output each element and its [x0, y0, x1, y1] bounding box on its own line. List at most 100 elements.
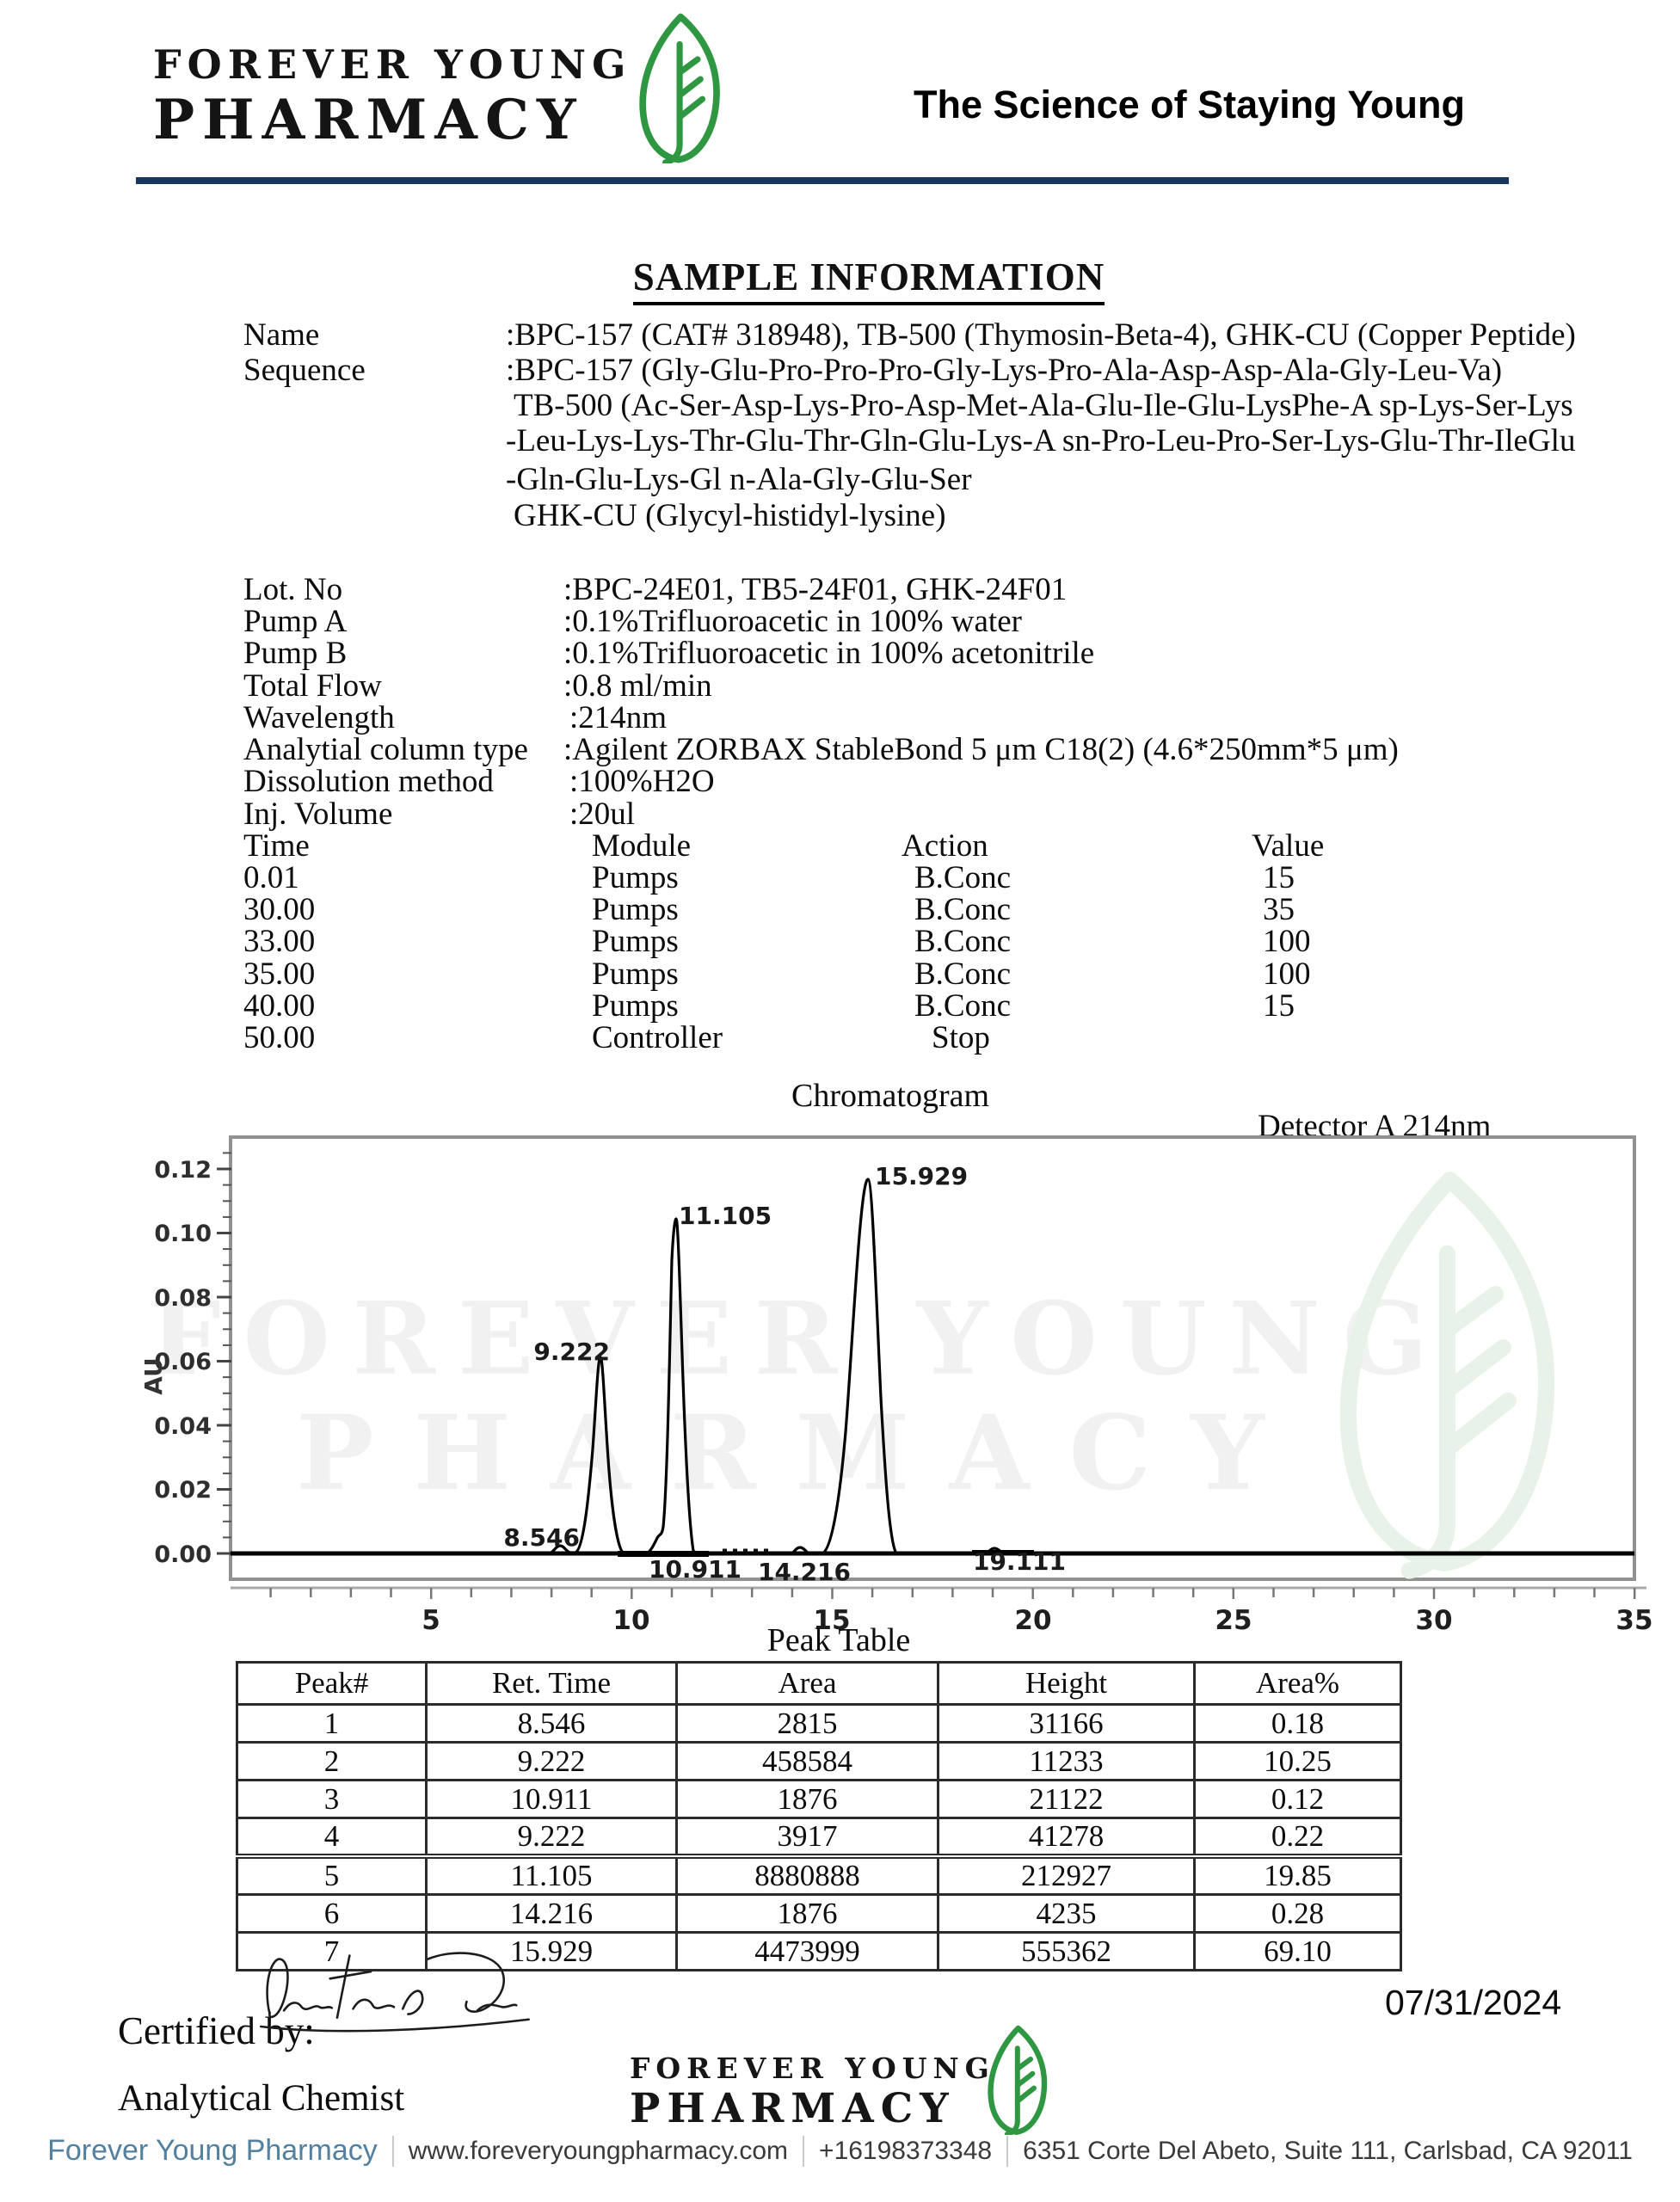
peak-label: 19.111	[973, 1547, 1066, 1576]
x-tick-label: 25	[1215, 1605, 1252, 1636]
param-value: :BPC-24E01, TB5-24F01, GHK-24F01	[563, 572, 1068, 607]
name-label: Name	[243, 317, 320, 353]
program-cell: 35.00	[243, 956, 316, 992]
peak-cell: 2	[236, 1741, 428, 1781]
param-value: :0.1%Trifluoroacetic in 100% acetonitril…	[563, 636, 1095, 671]
watermark-text-line2: PHARMACY	[296, 1393, 1304, 1514]
footer-phone: +16198373348	[819, 2136, 993, 2165]
table-row: 3 10.911 1876 21122 0.12	[236, 1779, 1402, 1819]
brand-line2: PHARMACY	[153, 88, 584, 152]
peak-label: 15.929	[875, 1162, 968, 1190]
program-cell: Controller	[592, 1020, 723, 1055]
table-row: 7 15.929 4473999 555362 69.10	[236, 1931, 1402, 1971]
y-axis-labels: 0.00 0.02 0.04 0.06 0.08 0.10 0.12	[154, 1157, 212, 1568]
peak-cell: 11233	[937, 1741, 1196, 1781]
program-row: 0.01 Pumps B.Conc 15	[243, 859, 1448, 895]
peak-table-heading: Peak Table	[215, 1621, 1462, 1659]
footer-separator	[1006, 2135, 1009, 2167]
peak-cell: 15.929	[425, 1931, 678, 1971]
peak-cell: 10.25	[1193, 1741, 1402, 1781]
peak-cell: 4	[236, 1817, 428, 1858]
program-cell: B.Conc	[914, 988, 1012, 1024]
header-brand: FOREVER YOUNG PHARMACY	[153, 41, 631, 152]
peak-cell: 31166	[937, 1703, 1196, 1744]
peak-table-header: Peak#	[236, 1661, 428, 1706]
program-cell: B.Conc	[914, 860, 1012, 895]
y-tick-label: 0.12	[154, 1157, 212, 1184]
watermark-text-line1: FOREVER YOUNG	[150, 1281, 1450, 1398]
peak-cell: 212927	[937, 1854, 1196, 1896]
program-cell: 100	[1263, 924, 1311, 959]
y-axis-ticks	[217, 1152, 231, 1555]
peak-cell: 69.10	[1193, 1931, 1402, 1971]
sample-info-heading: SAMPLE INFORMATION	[215, 255, 1523, 305]
param-label: Total Flow	[243, 668, 382, 704]
peak-cell: 1876	[675, 1893, 939, 1934]
peak-cell: 19.85	[1193, 1854, 1402, 1896]
integration-bar-2	[972, 1550, 1034, 1555]
peak-cell: 8.546	[425, 1703, 678, 1744]
param-value: :20ul	[569, 797, 636, 832]
peak-cell: 6	[236, 1893, 428, 1934]
chromatogram-title: Chromatogram	[791, 1078, 990, 1114]
peak-cell: 11.105	[425, 1854, 678, 1896]
peak-cell: 555362	[937, 1931, 1196, 1971]
analyst-role: Analytical Chemist	[118, 2078, 405, 2119]
footer-separator	[803, 2135, 805, 2167]
param-value: :214nm	[569, 700, 668, 735]
sequence-line4: -Gln-Glu-Lys-Gl n-Ala-Gly-Glu-Ser	[506, 462, 972, 497]
program-cell: B.Conc	[914, 924, 1012, 959]
param-value: :100%H2O	[569, 764, 715, 799]
table-row: 6 14.216 1876 4235 0.28	[236, 1893, 1402, 1934]
program-cell: 50.00	[243, 1020, 316, 1055]
param-label: Analytial column type	[243, 732, 528, 767]
program-row: 40.00 Pumps B.Conc 15	[243, 987, 1448, 1024]
x-axis-ticks	[269, 1588, 1636, 1599]
y-axis-title: AU	[139, 1357, 168, 1395]
program-header-row: Time Module Action Value	[243, 827, 1448, 864]
y-tick-label: 0.10	[154, 1221, 212, 1247]
peak-cell: 9.222	[425, 1741, 678, 1781]
peak-label: 11.105	[679, 1202, 772, 1230]
peak-cell: 41278	[937, 1817, 1196, 1858]
footer-company-name: Forever Young Pharmacy	[47, 2134, 378, 2167]
x-tick-label: 20	[1014, 1605, 1051, 1636]
plot-frame	[229, 1135, 1636, 1581]
peak-cell: 458584	[675, 1741, 939, 1781]
peak-cell: 4473999	[675, 1931, 939, 1971]
peak-table-title: Peak Table	[766, 1622, 911, 1658]
chromatogram-title-wrap: Chromatogram	[215, 1077, 1566, 1115]
brand-line1: FOREVER YOUNG	[153, 41, 632, 88]
param-value: :Agilent ZORBAX StableBond 5 μm C18(2) (…	[563, 732, 1399, 767]
program-header: Value	[1252, 828, 1325, 864]
x-tick-label: 15	[813, 1605, 850, 1636]
peak-cell: 7	[236, 1931, 428, 1971]
program-cell: 15	[1263, 860, 1295, 895]
header-tagline: The Science of Staying Young	[914, 83, 1465, 126]
y-tick-label: 0.06	[154, 1349, 212, 1375]
peak-cell: 0.28	[1193, 1893, 1402, 1934]
param-value: :0.8 ml/min	[563, 668, 712, 704]
integration-bar-1	[618, 1551, 709, 1557]
footer-address: 6351 Corte Del Abeto, Suite 111, Carlsba…	[1023, 2136, 1633, 2165]
peak-cell: 1	[236, 1703, 428, 1744]
program-cell: 0.01	[243, 860, 299, 895]
x-tick-label: 35	[1615, 1605, 1652, 1636]
peak-cell: 4235	[937, 1893, 1196, 1934]
peak-cell: 1876	[675, 1779, 939, 1819]
name-value: :BPC-157 (CAT# 318948), TB-500 (Thymosin…	[506, 317, 1576, 353]
param-label: Pump A	[243, 604, 348, 639]
peak-label: 9.222	[533, 1338, 610, 1366]
program-row: 30.00 Pumps B.Conc 35	[243, 891, 1448, 927]
footer-website: www.foreveryoungpharmacy.com	[408, 2136, 789, 2165]
peak-cell: 0.18	[1193, 1703, 1402, 1744]
program-cell: Stop	[932, 1020, 990, 1055]
x-tick-label: 30	[1415, 1605, 1452, 1636]
peak-cell: 10.911	[425, 1779, 678, 1819]
certified-by-label: Certified by:	[118, 2009, 315, 2052]
peak-table-header: Area%	[1193, 1661, 1402, 1706]
program-header: Module	[592, 828, 692, 864]
peak-cell: 3	[236, 1779, 428, 1819]
peak-label: 10.911	[649, 1555, 742, 1584]
